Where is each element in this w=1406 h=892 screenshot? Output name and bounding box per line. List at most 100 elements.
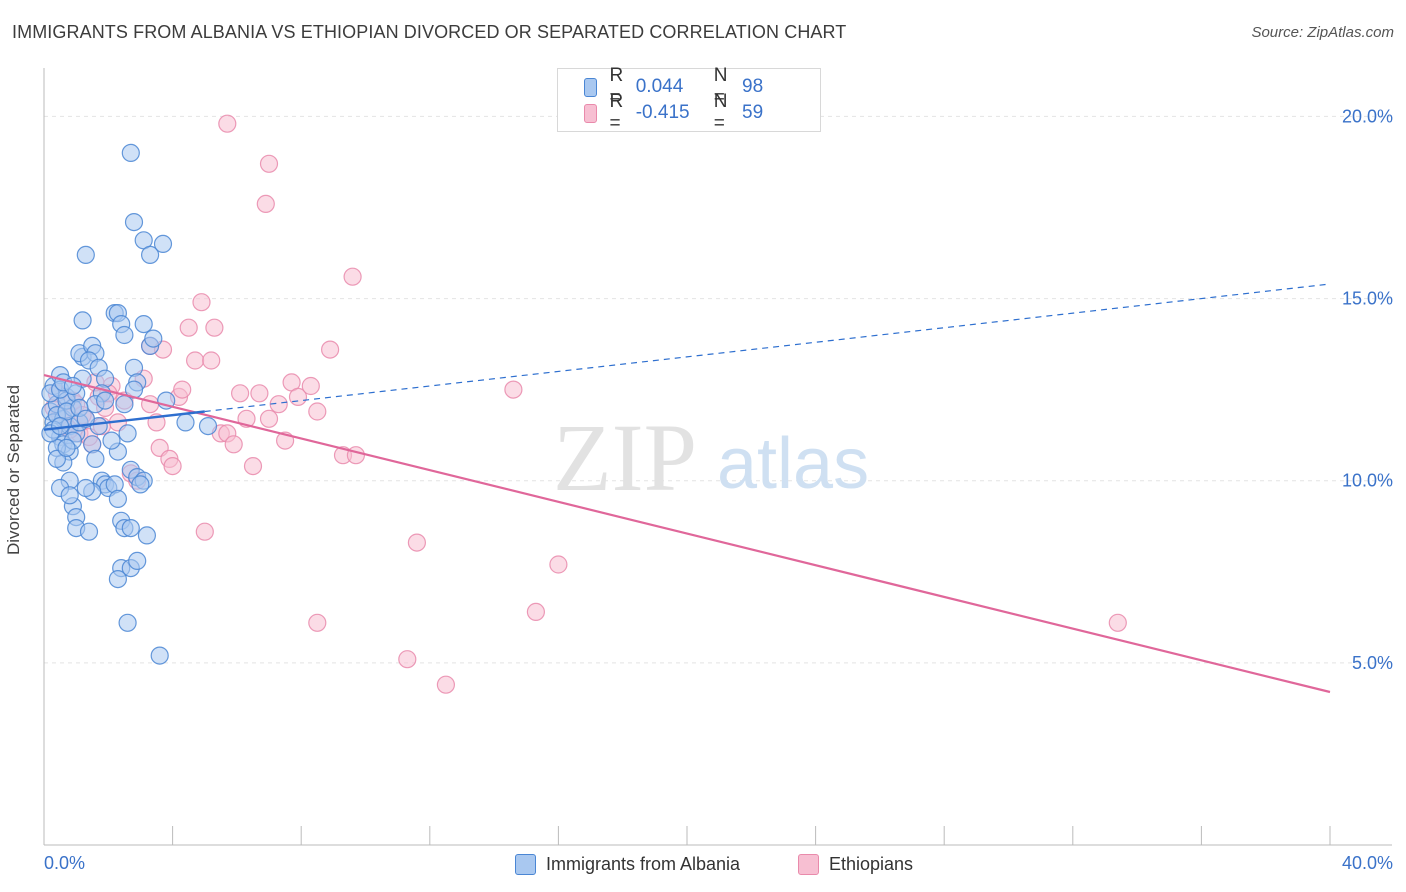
ethiopia-trendline xyxy=(43,374,1331,694)
albania-point xyxy=(134,315,153,334)
albania-point xyxy=(141,245,160,264)
y-tick-label: 10.0% xyxy=(1342,471,1393,491)
ethiopia-point xyxy=(195,522,214,541)
ethiopia-point xyxy=(308,402,327,421)
y-tick-label: 5.0% xyxy=(1352,653,1393,673)
albania-trendline-dashed xyxy=(204,283,1331,413)
albania-legend-swatch xyxy=(515,853,536,875)
albania-point xyxy=(115,395,134,414)
ethiopia-point xyxy=(343,267,362,286)
ethiopia-point xyxy=(202,351,221,370)
albania-point xyxy=(131,475,150,494)
albania-point xyxy=(115,325,134,345)
watermark-atlas: atlas xyxy=(717,424,869,504)
albania-point xyxy=(76,245,95,264)
source-label: Source: ZipAtlas.com xyxy=(1251,24,1394,41)
albania-point xyxy=(176,413,195,432)
ethiopia-point xyxy=(259,409,279,428)
y-tick-label: 20.0% xyxy=(1342,106,1393,126)
ethiopia-point xyxy=(301,376,320,396)
albania-point xyxy=(118,613,137,632)
ethiopia-point xyxy=(163,457,182,476)
albania-point xyxy=(153,234,173,253)
albania-point xyxy=(150,646,169,665)
ethiopia-point xyxy=(224,435,243,454)
ethiopia-point xyxy=(218,114,237,133)
watermark-zip: ZIP xyxy=(553,404,697,511)
albania-point xyxy=(128,551,147,571)
ethiopia-point xyxy=(436,675,455,694)
chart-title: IMMIGRANTS FROM ALBANIA VS ETHIOPIAN DIV… xyxy=(12,22,847,42)
ethiopia-point xyxy=(1108,613,1127,632)
n-value: 98 xyxy=(742,76,764,97)
albania-point xyxy=(76,409,95,428)
ethiopia-point xyxy=(526,602,546,622)
albania-point xyxy=(79,522,99,541)
albania-point xyxy=(137,526,156,545)
ethiopia-point xyxy=(186,351,205,370)
albania-point xyxy=(95,391,115,410)
albania-trendline xyxy=(43,410,205,431)
x-tick-label: 0.0% xyxy=(44,853,85,873)
albania-point xyxy=(60,486,79,505)
albania-point xyxy=(121,518,140,538)
albania-point xyxy=(102,431,121,450)
albania-point xyxy=(108,489,128,508)
tick-label-layer: 5.0% 10.0% 15.0% 20.0% 0.0% 40.0% xyxy=(44,106,1393,873)
y-tick-label: 15.0% xyxy=(1342,289,1393,309)
ethiopia-point xyxy=(231,384,250,403)
n-label: N = xyxy=(713,91,728,134)
legend-row-ethiopia: R = -0.415 N = 59 xyxy=(584,91,820,134)
ethiopia-point xyxy=(250,384,269,403)
albania-point xyxy=(121,143,140,162)
albania-point xyxy=(86,449,105,468)
legend-row-albania: R = 0.044 N = 98 xyxy=(584,65,820,108)
watermark: ZIP atlas xyxy=(553,404,869,511)
r-value: -0.415 xyxy=(635,102,690,123)
albania-point xyxy=(76,478,95,498)
ethiopia-legend-swatch xyxy=(798,853,819,875)
ethiopia-point xyxy=(407,533,426,552)
albania-point xyxy=(57,438,76,457)
x-tick-label: 40.0% xyxy=(1342,853,1393,873)
grid-layer xyxy=(44,115,1392,664)
ethiopia-point xyxy=(398,650,417,669)
ethiopia-point xyxy=(141,395,160,414)
ethiopia-point xyxy=(549,555,568,574)
legend-label-albania: Immigrants from Albania xyxy=(546,853,741,874)
ethiopia-point xyxy=(173,380,192,399)
points-layer xyxy=(41,114,1127,694)
axis-layer xyxy=(43,68,1392,846)
ethiopia-point xyxy=(243,457,263,476)
n-value: 59 xyxy=(742,102,764,123)
ethiopia-point xyxy=(256,194,275,213)
legend-label-ethiopia: Ethiopians xyxy=(829,853,914,874)
ethiopia-point xyxy=(308,613,327,632)
ethiopia-point xyxy=(179,318,198,337)
ethiopia-point xyxy=(269,395,288,414)
albania-point xyxy=(124,213,144,232)
ethiopia-point xyxy=(504,380,523,399)
albania-point xyxy=(108,569,128,589)
albania-swatch xyxy=(584,77,598,97)
stats-legend: R = 0.044 N = 98 R = -0.415 N = 59 xyxy=(557,65,821,134)
n-label: N = xyxy=(713,65,728,108)
y-axis-label: Divorced or Separated xyxy=(4,384,23,556)
albania-point xyxy=(73,311,92,330)
albania-point xyxy=(198,417,218,436)
ethiopia-point xyxy=(321,340,340,359)
ethiopia-point xyxy=(259,154,279,173)
legend-item-albania[interactable]: Immigrants from Albania xyxy=(515,851,740,877)
ethiopia-point xyxy=(192,293,211,312)
r-value: 0.044 xyxy=(635,76,684,97)
ethiopia-point xyxy=(346,446,365,465)
albania-point xyxy=(118,424,137,443)
legend-item-ethiopia[interactable]: Ethiopians xyxy=(798,851,913,877)
ethiopia-swatch xyxy=(584,103,598,123)
ethiopia-point xyxy=(205,318,224,337)
r-label: R = xyxy=(609,65,624,108)
trend-layer xyxy=(43,283,1331,694)
r-label: R = xyxy=(609,91,624,134)
albania-point xyxy=(144,329,163,348)
